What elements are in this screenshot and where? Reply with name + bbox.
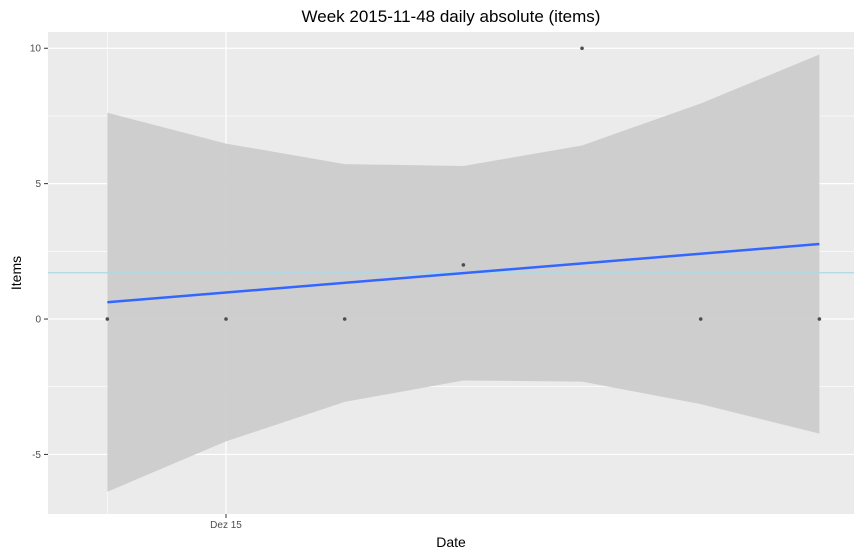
y-tick-label: 0 xyxy=(35,315,41,326)
y-tick-label: 5 xyxy=(35,179,41,190)
x-tick-label: Dez 15 xyxy=(210,520,242,531)
x-axis-title: Date xyxy=(436,534,466,550)
data-point xyxy=(698,317,703,321)
y-axis-title: Items xyxy=(8,256,24,290)
trend-line xyxy=(107,242,820,304)
y-tick-label: -5 xyxy=(32,450,41,461)
data-point xyxy=(461,263,466,267)
chart-title: Week 2015-11-48 daily absolute (items) xyxy=(302,7,601,26)
x-axis-ticks: Dez 15 xyxy=(210,514,242,531)
y-axis-ticks: -5 0 5 10 xyxy=(30,44,48,461)
data-point xyxy=(817,317,822,321)
data-points xyxy=(105,46,822,321)
data-point xyxy=(105,317,110,321)
y-tick-label: 10 xyxy=(30,44,42,55)
data-point xyxy=(342,317,347,321)
data-point xyxy=(224,317,228,321)
data-point xyxy=(580,46,584,51)
